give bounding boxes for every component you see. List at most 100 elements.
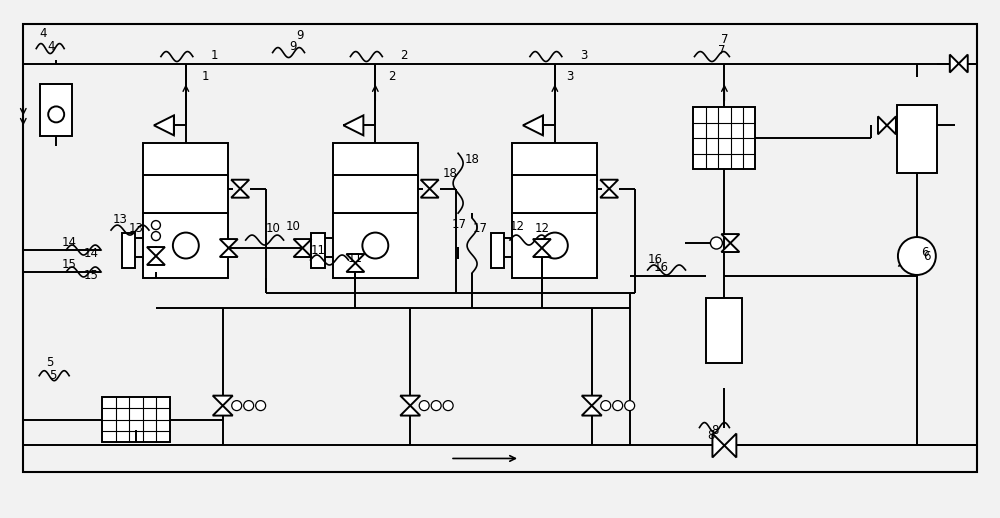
Text: 4: 4 [47, 40, 55, 53]
Text: 11: 11 [348, 252, 363, 265]
Polygon shape [950, 54, 959, 73]
Bar [512, 143, 597, 213]
Text: 7: 7 [721, 33, 729, 46]
Text: 5: 5 [46, 356, 54, 369]
Text: 12: 12 [510, 220, 525, 233]
Bar [512, 213, 597, 278]
Bar [333, 213, 418, 278]
Polygon shape [600, 189, 618, 198]
Polygon shape [400, 396, 420, 406]
Bar [693, 107, 755, 169]
Text: 3: 3 [580, 49, 587, 62]
Polygon shape [600, 180, 618, 189]
Circle shape [419, 400, 429, 411]
Text: 17: 17 [473, 222, 488, 235]
Text: 10: 10 [286, 220, 300, 233]
Polygon shape [147, 247, 165, 256]
Circle shape [232, 400, 242, 411]
Text: 18: 18 [465, 153, 480, 166]
Polygon shape [343, 116, 363, 135]
Polygon shape [231, 180, 249, 189]
Bar [143, 213, 228, 278]
Polygon shape [959, 54, 968, 73]
Polygon shape [294, 248, 312, 257]
Polygon shape [721, 234, 739, 243]
Polygon shape [721, 243, 739, 252]
Polygon shape [533, 248, 551, 257]
Circle shape [244, 400, 254, 411]
Text: 5: 5 [50, 369, 57, 382]
Text: 14: 14 [84, 247, 99, 260]
Polygon shape [400, 406, 420, 415]
Text: 2: 2 [400, 49, 408, 62]
Polygon shape [346, 263, 364, 272]
Polygon shape [421, 180, 439, 189]
Bar [491, 233, 504, 268]
Text: 7: 7 [718, 44, 725, 57]
Circle shape [362, 233, 388, 258]
Bar [897, 105, 937, 173]
Polygon shape [533, 239, 551, 248]
Text: 17: 17 [452, 218, 467, 231]
Polygon shape [887, 117, 896, 134]
Bar [706, 298, 742, 363]
Text: 10: 10 [265, 222, 280, 235]
Circle shape [151, 221, 160, 229]
Text: 13: 13 [113, 213, 128, 226]
Text: 13: 13 [129, 222, 143, 235]
Circle shape [256, 400, 266, 411]
Text: 11: 11 [311, 244, 326, 257]
Bar [40, 84, 72, 136]
Bar [143, 143, 228, 213]
Bar [311, 233, 325, 268]
Polygon shape [724, 434, 736, 457]
Polygon shape [220, 239, 238, 248]
Polygon shape [878, 117, 887, 134]
Polygon shape [582, 406, 602, 415]
Circle shape [443, 400, 453, 411]
Text: 9: 9 [289, 40, 296, 53]
Text: 4: 4 [39, 26, 47, 39]
Polygon shape [213, 396, 233, 406]
Circle shape [710, 237, 722, 249]
Polygon shape [231, 189, 249, 198]
Circle shape [625, 400, 635, 411]
Circle shape [431, 400, 441, 411]
Polygon shape [421, 189, 439, 198]
Circle shape [613, 400, 623, 411]
Polygon shape [582, 396, 602, 406]
Text: 12: 12 [534, 222, 549, 235]
Circle shape [542, 233, 568, 258]
Bar [333, 143, 418, 213]
Polygon shape [213, 406, 233, 415]
Polygon shape [154, 116, 174, 135]
Circle shape [601, 400, 611, 411]
Text: 6: 6 [921, 246, 928, 259]
Polygon shape [220, 248, 238, 257]
Bar [23, 24, 977, 472]
Text: 14: 14 [61, 236, 76, 249]
Circle shape [48, 106, 64, 122]
Text: 18: 18 [443, 167, 458, 180]
Circle shape [173, 233, 199, 258]
Text: 16: 16 [654, 262, 669, 275]
Text: 8: 8 [711, 424, 719, 437]
Text: 1: 1 [211, 49, 218, 62]
Polygon shape [523, 116, 543, 135]
Polygon shape [346, 254, 364, 263]
Bar [122, 233, 135, 268]
Text: 2: 2 [389, 70, 396, 83]
Polygon shape [712, 434, 724, 457]
Text: 15: 15 [84, 269, 99, 282]
Bar [102, 397, 170, 442]
Text: 1: 1 [202, 70, 210, 83]
Text: 15: 15 [61, 258, 76, 271]
Text: 16: 16 [648, 253, 663, 266]
Text: 9: 9 [297, 28, 304, 41]
Text: 8: 8 [708, 429, 715, 442]
Polygon shape [147, 256, 165, 265]
Text: 6: 6 [923, 250, 931, 263]
Text: 3: 3 [566, 70, 573, 83]
Circle shape [151, 232, 160, 240]
Polygon shape [294, 239, 312, 248]
